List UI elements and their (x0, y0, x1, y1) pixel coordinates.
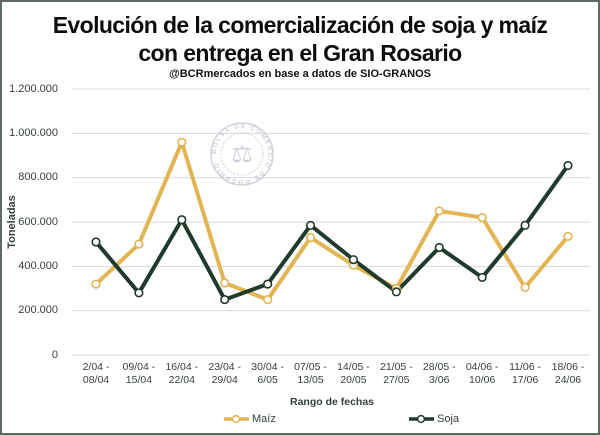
data-point-soja (434, 242, 444, 253)
x-tick-label: 14/05 - 20/05 (337, 361, 370, 386)
data-point-maiz (220, 278, 230, 288)
x-tick-label: 28/05 - 3/06 (422, 361, 456, 386)
data-point-soja (220, 294, 230, 305)
scales-icon: ⚖ (231, 141, 253, 168)
x-tick-label: 09/04 - 15/04 (122, 361, 156, 386)
data-point-soja (477, 272, 487, 283)
data-point-maiz (177, 137, 187, 147)
data-point-soja (391, 287, 401, 297)
y-axis-title: Toneladas (6, 195, 18, 249)
y-tick-label: 400.000 (18, 259, 58, 272)
data-point-soja (305, 220, 316, 230)
data-point-soja (263, 279, 273, 289)
x-axis-title: Rango de fechas (289, 396, 375, 408)
series-line-maiz (94, 140, 570, 302)
watermark-seal: BOLSA DE COMERCIO DE ROSARIO ⚖ (210, 122, 274, 186)
seal-inner-ring (220, 132, 264, 176)
x-tick-label: 2/04 - 08/04 (82, 361, 110, 386)
data-point-maiz (477, 212, 487, 223)
seal-outer-ring (210, 122, 274, 186)
data-point-soja (91, 237, 101, 247)
legend-label-soja: Soja (437, 413, 460, 425)
data-point-maiz (434, 206, 444, 216)
data-point-maiz (263, 294, 273, 305)
y-tick-label: 1.000.000 (9, 126, 58, 139)
soja-line-marker-icon (409, 414, 434, 424)
x-tick-label: 21/05 - 27/05 (380, 361, 413, 386)
legend-item-maiz: Maíz (223, 413, 276, 425)
maiz-line-marker-icon (224, 414, 249, 424)
y-tick-label: 1.200.000 (9, 82, 58, 95)
data-point-soja (520, 220, 530, 230)
x-tick-label: 16/04 - 22/04 (165, 361, 199, 386)
y-tick-label: 600.000 (18, 215, 58, 228)
chart-title-line1: Evolución de la comercialización de soja… (52, 12, 548, 38)
x-tick-label: 18/06 - 24/06 (551, 361, 585, 386)
chart-subtitle: @BCRmercados en base a datos de SIO-GRAN… (169, 68, 431, 80)
data-point-maiz (563, 231, 573, 242)
data-point-soja (177, 215, 187, 225)
x-tick-label: 23/04 - 29/04 (208, 361, 242, 386)
data-point-soja (134, 288, 144, 298)
data-point-maiz (134, 239, 144, 249)
x-tick-label: 07/05 - 13/05 (294, 361, 327, 386)
data-point-soja (563, 160, 573, 171)
y-tick-label: 200.000 (18, 304, 58, 317)
chart-title: Evolución de la comercialización de soja… (2, 11, 598, 67)
data-point-maiz (520, 282, 530, 292)
x-tick-label: 04/06 - 10/06 (465, 361, 499, 386)
series-line-soja (94, 164, 570, 302)
series-lines (91, 137, 573, 305)
legend-label-maiz: Maíz (252, 413, 276, 425)
data-point-maiz (305, 232, 316, 243)
x-tick-label: 30/04 - 6/05 (251, 361, 284, 386)
y-tick-label: 800.000 (18, 171, 58, 184)
y-tick-label: 0 (51, 348, 58, 361)
gridlines (72, 88, 590, 356)
data-point-soja (348, 255, 359, 265)
data-point-maiz (91, 279, 101, 289)
legend-item-soja: Soja (408, 413, 459, 425)
chart-title-line2: con entrega en el Gran Rosario (138, 40, 462, 66)
x-tick-label: 11/06 - 17/06 (509, 361, 542, 386)
